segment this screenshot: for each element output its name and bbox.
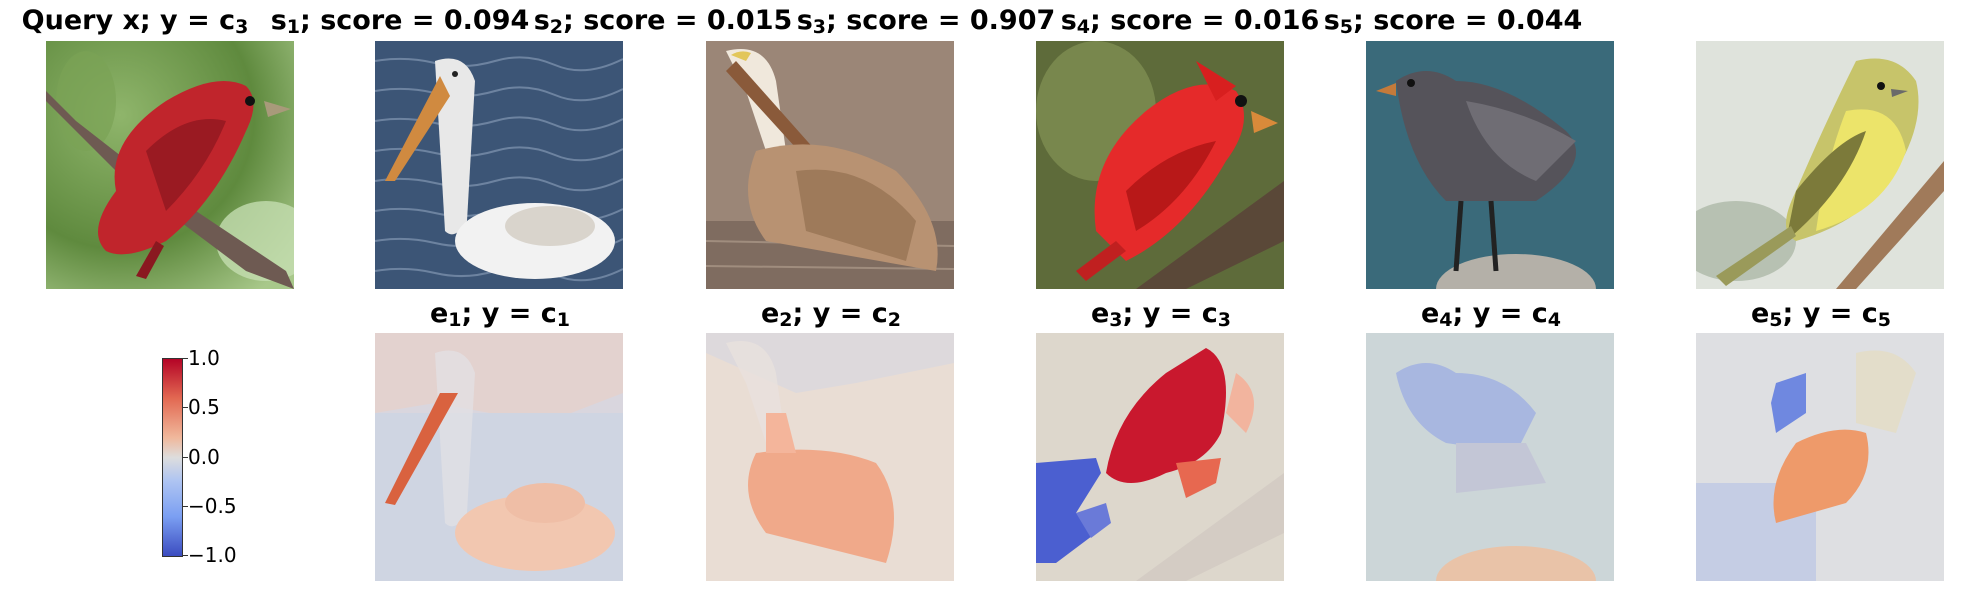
explanation-map-5 (1696, 333, 1944, 581)
colorbar-tick-label: −1.0 (188, 545, 237, 565)
support-image-1 (375, 41, 623, 289)
explanation-title-2: e2; y = c2 (666, 298, 996, 330)
support-image-2 (706, 41, 954, 289)
score-value: 0.044 (1497, 5, 1582, 36)
explanation-map-2 (706, 333, 954, 581)
explanation-map-4 (1366, 333, 1614, 581)
query-image (46, 41, 294, 289)
explanation-title-4: e4; y = c4 (1326, 298, 1656, 330)
colorbar-tick-label: −0.5 (188, 496, 237, 516)
explanation-title-1: e1; y = c1 (335, 298, 665, 330)
support-image-3 (1036, 41, 1284, 289)
query-title-prefix: Query x; y (22, 5, 178, 36)
colorbar-tick-label: 0.0 (188, 447, 220, 467)
explanation-map-3 (1036, 333, 1284, 581)
colorbar (162, 358, 183, 557)
colorbar-tick-label: 0.5 (188, 397, 220, 417)
support-title-5: s5; score = 0.044 (1288, 5, 1618, 37)
colorbar-tick-label: 1.0 (188, 348, 220, 368)
explanation-title-3: e3; y = c3 (996, 298, 1326, 330)
explanation-map-1 (375, 333, 623, 581)
explanation-title-5: e5; y = c5 (1656, 298, 1963, 330)
support-image-4 (1366, 41, 1614, 289)
support-image-5 (1696, 41, 1944, 289)
